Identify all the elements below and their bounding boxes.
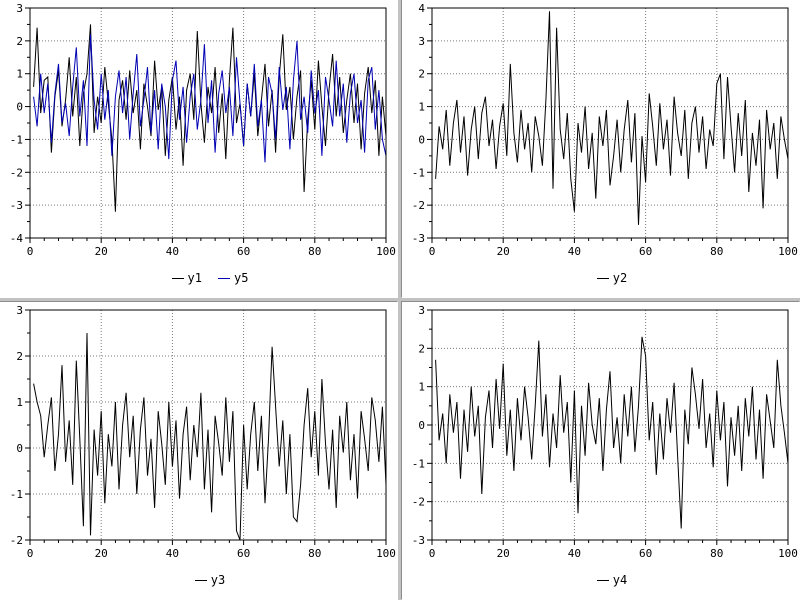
legend-item-y3: y3: [194, 573, 226, 587]
svg-text:3: 3: [418, 35, 425, 48]
chart-legend-y1-y5: y1 y5: [0, 271, 398, 298]
svg-text:40: 40: [166, 245, 179, 258]
svg-text:-3: -3: [10, 199, 23, 212]
svg-text:0: 0: [27, 245, 34, 258]
svg-text:20: 20: [497, 245, 510, 258]
legend-label: y3: [210, 573, 226, 587]
svg-text:-1: -1: [412, 166, 425, 179]
svg-text:80: 80: [710, 245, 723, 258]
svg-text:2: 2: [16, 35, 23, 48]
svg-text:40: 40: [568, 547, 581, 560]
svg-text:60: 60: [639, 547, 652, 560]
svg-text:-2: -2: [10, 166, 23, 179]
svg-text:60: 60: [237, 245, 250, 258]
svg-text:100: 100: [376, 245, 396, 258]
svg-text:0: 0: [418, 133, 425, 146]
svg-text:60: 60: [237, 547, 250, 560]
svg-text:-1: -1: [10, 488, 23, 501]
svg-text:0: 0: [418, 419, 425, 432]
svg-text:40: 40: [568, 245, 581, 258]
svg-text:20: 20: [95, 245, 108, 258]
svg-text:0: 0: [16, 442, 23, 455]
svg-text:2: 2: [418, 342, 425, 355]
svg-text:-3: -3: [412, 534, 425, 547]
legend-line-sample: [194, 579, 207, 581]
svg-text:80: 80: [308, 547, 321, 560]
legend-item-y4: y4: [596, 573, 628, 587]
svg-text:-3: -3: [412, 232, 425, 245]
legend-line-sample: [218, 277, 230, 279]
svg-text:-2: -2: [412, 199, 425, 212]
svg-text:1: 1: [16, 68, 23, 81]
panel-top-right: 0 20 40 60 80 100 -3 -2 -1 0 1 2 3 4 y2: [402, 0, 800, 298]
svg-text:60: 60: [639, 245, 652, 258]
svg-text:3: 3: [16, 304, 23, 317]
svg-text:-4: -4: [10, 232, 24, 245]
legend-line-sample: [596, 579, 609, 581]
line-chart-y4: 0 20 40 60 80 100 -3 -2 -1 0 1 2 3: [412, 304, 798, 560]
svg-text:100: 100: [376, 547, 396, 560]
chart-legend-y2: y2: [402, 271, 800, 298]
svg-text:2: 2: [16, 350, 23, 363]
chart-legend-y3: y3: [0, 573, 398, 600]
svg-text:-2: -2: [412, 496, 425, 509]
legend-label: y1: [187, 271, 202, 285]
legend-label: y5: [234, 271, 249, 285]
svg-text:3: 3: [16, 2, 23, 15]
svg-text:80: 80: [308, 245, 321, 258]
svg-text:100: 100: [778, 245, 798, 258]
svg-text:1: 1: [418, 101, 425, 114]
legend-item-y2: y2: [596, 271, 628, 285]
svg-text:1: 1: [16, 396, 23, 409]
svg-text:3: 3: [418, 304, 425, 317]
svg-text:-2: -2: [10, 534, 23, 547]
svg-text:-1: -1: [10, 133, 23, 146]
line-chart-y2: 0 20 40 60 80 100 -3 -2 -1 0 1 2 3 4: [412, 2, 798, 258]
legend-label: y2: [612, 271, 628, 285]
panel-top-left: 0 20 40 60 80 100 -4 -3 -2 -1 0 1 2 3 y1 y5: [0, 0, 398, 298]
svg-text:80: 80: [710, 547, 723, 560]
legend-line-sample: [171, 277, 184, 279]
legend-item-y1: y1: [171, 271, 202, 285]
svg-text:1: 1: [418, 381, 425, 394]
line-chart-y3: 0 20 40 60 80 100 -2 -1 0 1 2 3: [10, 304, 396, 560]
svg-text:100: 100: [778, 547, 798, 560]
svg-text:4: 4: [418, 2, 425, 15]
chart-legend-y4: y4: [402, 573, 800, 600]
svg-text:20: 20: [497, 547, 510, 560]
svg-text:2: 2: [418, 68, 425, 81]
legend-item-y5: y5: [218, 271, 248, 285]
legend-line-sample: [596, 277, 609, 279]
svg-text:20: 20: [95, 547, 108, 560]
panel-bottom-left: 0 20 40 60 80 100 -2 -1 0 1 2 3 y3: [0, 302, 398, 600]
svg-text:0: 0: [429, 245, 436, 258]
panel-bottom-right: 0 20 40 60 80 100 -3 -2 -1 0 1 2 3 y4: [402, 302, 800, 600]
svg-text:-1: -1: [412, 457, 425, 470]
svg-text:40: 40: [166, 547, 179, 560]
legend-label: y4: [612, 573, 628, 587]
line-chart-y1-y5: 0 20 40 60 80 100 -4 -3 -2 -1 0 1 2 3: [10, 2, 396, 258]
svg-text:0: 0: [16, 101, 23, 114]
svg-text:0: 0: [429, 547, 436, 560]
svg-text:0: 0: [27, 547, 34, 560]
